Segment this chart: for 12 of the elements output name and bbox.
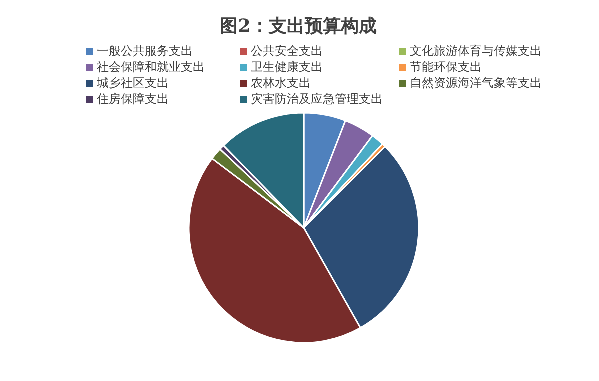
legend-label: 住房保障支出 [97, 91, 169, 108]
legend-label: 公共安全支出 [251, 43, 323, 60]
legend-label: 一般公共服务支出 [97, 43, 193, 60]
legend-label: 城乡社区支出 [97, 75, 169, 92]
legend-label: 文化旅游体育与传媒支出 [410, 43, 542, 60]
legend-label: 自然资源海洋气象等支出 [410, 75, 542, 92]
legend-label: 节能环保支出 [410, 59, 482, 76]
legend-label: 农林水支出 [251, 75, 311, 92]
chart-title: 图2：支出预算构成 [219, 15, 378, 39]
legend-label: 卫生健康支出 [251, 59, 323, 76]
legend-label: 灾害防治及应急管理支出 [251, 91, 383, 108]
legend-label: 社会保障和就业支出 [97, 59, 205, 76]
